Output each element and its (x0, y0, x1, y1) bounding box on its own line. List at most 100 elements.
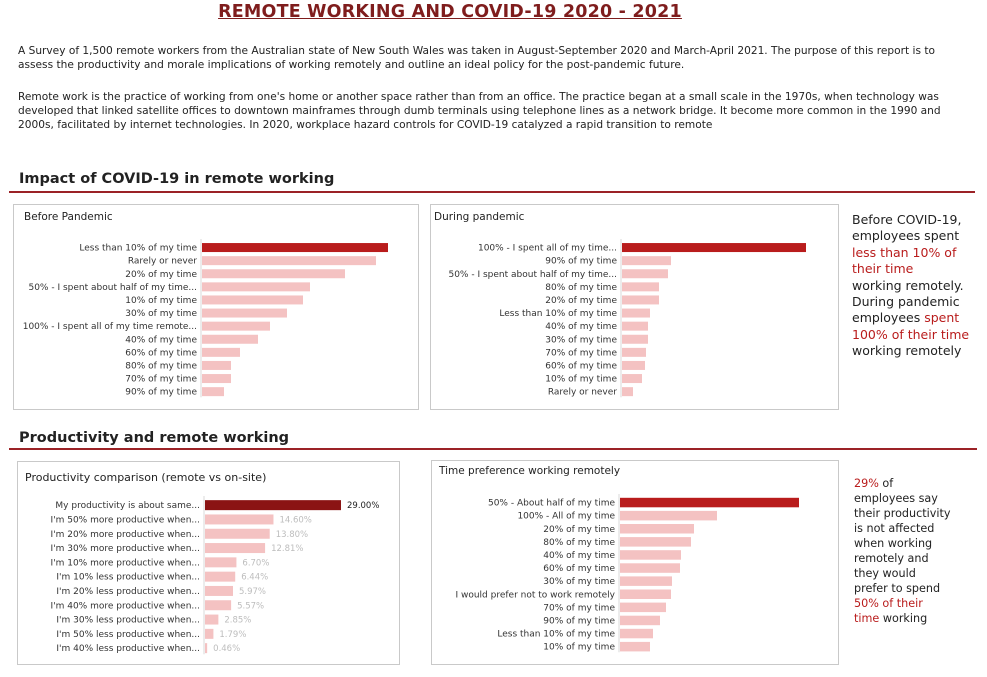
chart-category-label: 100% - All of my time (517, 512, 615, 522)
chart-bar (202, 243, 388, 253)
chart-bar (622, 347, 646, 357)
chart-bar (622, 360, 645, 370)
chart-bar (620, 589, 671, 599)
side-note-line: less than 10% of (852, 245, 977, 261)
chart-data-label: 12.81% (271, 544, 303, 554)
side-note-text: During pandemic (852, 294, 960, 310)
side-note-line: working remotely (852, 343, 977, 359)
page-title: REMOTE WORKING AND COVID-19 2020 - 2021 (218, 2, 682, 22)
chart-panel-during-pandemic: During pandemic 100% - I spent all of my… (430, 204, 839, 410)
chart-bar (202, 347, 240, 357)
side-note-line: employees say (854, 491, 979, 506)
chart-category-label: 60% of my time (543, 564, 615, 574)
chart-bar (205, 528, 270, 539)
side-note-impact: Before COVID-19, employees spent less than… (852, 212, 977, 360)
side-note-text: employees (852, 310, 925, 326)
intro-paragraph-1: A Survey of 1,500 remote workers from th… (18, 45, 935, 71)
chart-category-label: 100% - I spent all of my time remote... (23, 322, 197, 332)
chart-data-label: 5.57% (237, 601, 264, 611)
chart-before-pandemic: Less than 10% of my time Rarely or never 2… (23, 239, 388, 398)
side-note-text: working remotely. (852, 277, 964, 293)
side-note-text: their productivity (854, 507, 951, 520)
side-note-line: remotely and (854, 551, 979, 566)
chart-category-label: 10% of my time (543, 643, 615, 653)
section-divider-productivity (9, 448, 977, 450)
chart-title-productivity-comparison: Productivity comparison (remote vs on-si… (25, 471, 267, 484)
chart-category-label: I'm 10% less productive when... (56, 573, 200, 583)
chart-category-label: 10% of my time (545, 375, 617, 385)
side-note-text: remotely and (854, 552, 929, 565)
chart-category-label: I'm 30% more productive when... (50, 544, 200, 554)
side-note-line: 50% of their (854, 596, 979, 611)
chart-category-label: 40% of my time (545, 322, 617, 332)
chart-category-label: Rarely or never (128, 257, 197, 267)
chart-bar (622, 243, 806, 253)
side-note-text: working remotely (852, 343, 962, 359)
side-note-line: prefer to spend (854, 581, 979, 596)
chart-panel-before-pandemic: Before Pandemic Less than 10% of my time… (13, 204, 419, 410)
chart-bar (205, 500, 341, 511)
chart-bar (622, 295, 659, 305)
side-note-line: employees spent (852, 310, 977, 326)
chart-category-label: 80% of my time (543, 538, 615, 548)
chart-category-label: My productivity is about same... (55, 501, 200, 511)
chart-bar (205, 585, 233, 596)
chart-bar (202, 256, 376, 266)
chart-bar (620, 628, 653, 639)
chart-category-label: 90% of my time (545, 257, 617, 267)
side-note-text: time (854, 612, 880, 625)
chart-bar (620, 510, 717, 521)
chart-panel-time-preference: Time preference working remotely 50% - A… (431, 460, 839, 665)
chart-category-label: 30% of my time (125, 309, 197, 319)
chart-category-label: 100% - I spent all of my time... (478, 244, 617, 254)
chart-category-label: 60% of my time (125, 348, 197, 358)
side-note-text: working (879, 612, 928, 625)
chart-bar (202, 374, 231, 384)
chart-bar (205, 571, 236, 582)
side-note-line: when working (854, 536, 979, 551)
side-note-line: During pandemic (852, 294, 977, 310)
chart-category-label: 30% of my time (545, 335, 617, 345)
chart-data-label: 1.79% (219, 630, 246, 640)
chart-category-label: I'm 50% more productive when... (50, 515, 200, 525)
chart-bar (622, 374, 642, 384)
side-note-line: time working (854, 611, 979, 626)
chart-bar (205, 514, 274, 525)
chart-category-label: Less than 10% of my time (499, 309, 617, 319)
side-note-productivity: 29% of employees say their productivity is … (854, 476, 979, 626)
chart-category-label: 80% of my time (545, 283, 617, 293)
chart-bar (622, 387, 633, 397)
chart-data-label: 0.46% (213, 644, 240, 654)
chart-bar (620, 524, 694, 534)
chart-bar (620, 497, 799, 508)
chart-category-label: I'm 20% more productive when... (50, 530, 200, 540)
side-note-text: is not affected (854, 522, 935, 535)
side-note-line: their time (852, 261, 977, 277)
chart-bar (202, 321, 270, 331)
chart-bar (622, 256, 671, 266)
chart-bar (620, 641, 650, 652)
chart-category-label: I'm 40% less productive when... (56, 644, 200, 654)
section-divider-impact (9, 191, 975, 193)
chart-during-pandemic: 100% - I spent all of my time... 90% of m… (448, 239, 806, 398)
side-note-line: 29% of (854, 476, 979, 491)
chart-category-label: 40% of my time (125, 335, 197, 345)
chart-category-label: 70% of my time (545, 348, 617, 358)
chart-category-label: I'm 50% less productive when... (56, 630, 200, 640)
chart-bar (202, 282, 310, 292)
chart-category-label: 40% of my time (543, 551, 615, 561)
chart-category-label: 80% of my time (125, 361, 197, 371)
chart-bar (202, 334, 258, 344)
chart-bar (205, 543, 266, 554)
chart-bar (202, 269, 345, 279)
chart-bar (202, 295, 303, 305)
chart-category-label: 60% of my time (545, 361, 617, 371)
chart-category-label: 50% - About half of my time (488, 499, 615, 509)
chart-data-label: 14.60% (279, 515, 311, 525)
chart-title-time-preference: Time preference working remotely (439, 465, 621, 477)
chart-title-during-pandemic: During pandemic (434, 211, 525, 223)
section-heading-impact: Impact of COVID-19 in remote working (19, 171, 335, 187)
chart-data-label: 6.44% (241, 573, 268, 583)
chart-category-label: 20% of my time (543, 525, 615, 535)
chart-bar (202, 360, 231, 370)
